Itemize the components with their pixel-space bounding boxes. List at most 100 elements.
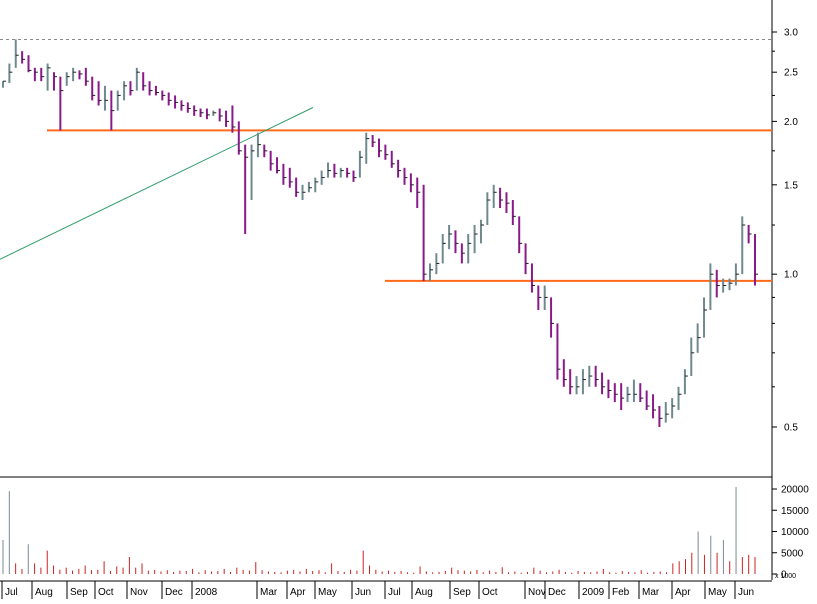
time-label: Dec <box>548 587 566 598</box>
price-bar <box>703 297 708 338</box>
price-bar <box>518 216 523 254</box>
price-bar <box>256 132 261 158</box>
time-label: May <box>318 587 337 598</box>
price-bar <box>205 108 210 120</box>
price-bar <box>428 263 433 281</box>
price-bar <box>754 233 758 286</box>
time-label: Jun <box>355 587 371 598</box>
price-tick-label: 3.0 <box>784 28 798 39</box>
price-bar <box>709 263 714 311</box>
price-bar <box>722 278 727 293</box>
time-label: Oct <box>482 587 498 598</box>
price-bar <box>632 379 637 403</box>
price-bar <box>72 67 77 82</box>
price-bar <box>174 95 179 109</box>
price-bar <box>677 386 682 411</box>
time-label: Aug <box>415 587 433 598</box>
price-bar <box>741 216 746 275</box>
price-bar <box>384 144 389 160</box>
price-bar <box>620 383 625 411</box>
price-bar <box>14 39 19 68</box>
price-bar <box>639 383 644 403</box>
volume-tick-label: 15000 <box>781 506 809 517</box>
price-bar <box>626 386 631 403</box>
price-bar <box>409 173 414 193</box>
price-bar <box>21 51 26 64</box>
price-bar <box>575 376 580 395</box>
volume-tick-label: 0 <box>781 570 787 581</box>
price-bar <box>441 233 446 264</box>
price-bar <box>218 108 223 122</box>
price-bar <box>333 163 338 178</box>
time-label: Aug <box>35 587 53 598</box>
price-bar <box>556 323 561 380</box>
price-bar <box>492 184 497 209</box>
volume-bars <box>2 486 756 574</box>
price-bar <box>467 233 472 264</box>
time-label: Mar <box>260 587 278 598</box>
price-bar <box>460 243 465 264</box>
price-bar <box>397 159 402 178</box>
price-bar <box>511 200 516 226</box>
price-bar <box>269 150 274 171</box>
price-axis-ticks: 3.0 2.5 2.0 1.5 1.0 0.5 <box>772 28 798 434</box>
price-tick-label: 0.5 <box>784 423 798 434</box>
price-bar <box>244 144 249 234</box>
price-bar <box>307 181 312 193</box>
price-bar <box>193 105 198 116</box>
price-bar <box>530 263 535 293</box>
time-label: Dec <box>165 587 183 598</box>
time-label: Nov <box>130 587 148 598</box>
price-bar <box>314 177 319 193</box>
price-bar <box>728 278 733 291</box>
price-bar <box>371 135 376 148</box>
price-bar <box>715 269 720 298</box>
price-bar <box>550 297 555 338</box>
price-bar <box>671 398 676 419</box>
volume-tick-label: 5000 <box>781 548 804 559</box>
price-bar <box>378 138 382 158</box>
price-bar <box>403 167 408 185</box>
time-label: 2009 <box>582 587 605 598</box>
price-bar <box>658 405 663 427</box>
volume-axis-ticks: 20000 15000 10000 5000 0 <box>772 485 809 581</box>
price-bar <box>154 85 159 96</box>
price-bar <box>84 67 89 86</box>
price-bar <box>562 359 567 387</box>
price-bar <box>734 263 739 286</box>
volume-tick-label: 10000 <box>781 527 809 538</box>
price-tick-label: 1.0 <box>784 270 798 281</box>
price-bar <box>33 67 38 82</box>
price-tick-label: 1.5 <box>784 180 798 191</box>
price-bar <box>78 70 83 80</box>
price-bar <box>613 383 618 403</box>
price-bar <box>301 184 306 201</box>
time-label: 2008 <box>195 587 218 598</box>
price-bar <box>288 167 293 188</box>
time-label: Sep <box>453 587 471 598</box>
price-bar <box>664 402 669 423</box>
volume-tick-label: 20000 <box>781 485 809 496</box>
volume-unit-label: x 1000 <box>775 573 796 580</box>
price-bar <box>103 85 108 111</box>
price-bar <box>212 110 217 116</box>
time-label: Apr <box>675 587 691 598</box>
price-bar <box>199 108 204 118</box>
price-bar <box>479 219 484 244</box>
trendline-group <box>0 107 314 260</box>
trendline <box>0 107 314 260</box>
price-bar <box>295 177 300 197</box>
price-bar <box>320 170 325 185</box>
price-bar <box>454 230 459 254</box>
price-bar <box>135 67 140 91</box>
price-bar <box>601 372 606 395</box>
price-bar <box>607 379 612 399</box>
price-bar <box>645 390 650 411</box>
price-bar <box>8 63 13 84</box>
price-bar <box>186 102 191 113</box>
price-bar <box>110 90 115 131</box>
price-bar <box>142 72 147 91</box>
time-label: Oct <box>98 587 114 598</box>
price-bar <box>161 90 166 101</box>
